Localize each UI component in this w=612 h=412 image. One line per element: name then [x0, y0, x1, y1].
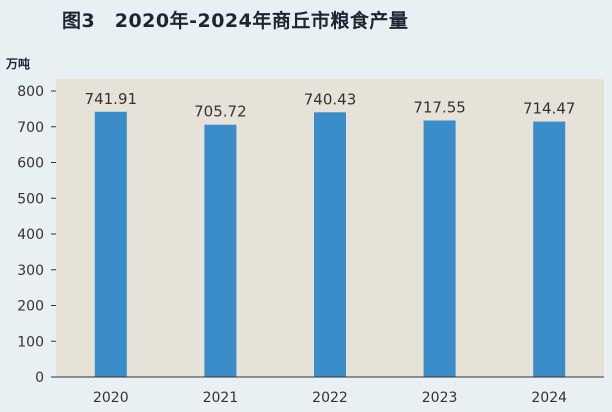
y-axis: 0 100 200 300 400 500 600 700 800 — [17, 84, 56, 386]
data-label-2021: 705.72 — [194, 103, 247, 121]
data-label-2020: 741.91 — [85, 90, 138, 108]
y-tick-label: 700 — [17, 120, 44, 136]
bar-2021 — [204, 124, 237, 377]
y-tick-label: 100 — [17, 334, 44, 350]
y-tick-label: 600 — [17, 156, 44, 172]
x-tick-label: 2024 — [531, 390, 567, 406]
data-label-2024: 714.47 — [523, 100, 576, 118]
data-label-2022: 740.43 — [304, 90, 357, 108]
x-tick-label: 2020 — [93, 390, 129, 406]
y-tick-label: 500 — [17, 191, 44, 207]
chart-title: 图3 2020年-2024年商丘市粮食产量 — [62, 10, 409, 32]
bar-2023 — [423, 120, 456, 377]
bar-2022 — [314, 112, 346, 378]
y-tick-label: 800 — [17, 84, 44, 100]
x-tick-label: 2021 — [203, 390, 239, 406]
y-tick-label: 400 — [17, 227, 44, 243]
data-labels: 741.91 705.72 740.43 717.55 714.47 — [85, 90, 576, 121]
y-tick-label: 0 — [35, 370, 44, 386]
bar-2020 — [94, 111, 127, 377]
x-axis: 2020 2021 2022 2023 2024 — [93, 390, 567, 406]
y-tick-label: 300 — [17, 263, 44, 279]
x-tick-label: 2023 — [422, 390, 458, 406]
bars — [94, 111, 566, 378]
y-axis-unit-label: 万吨 — [6, 57, 31, 71]
x-tick-label: 2022 — [312, 390, 348, 406]
y-tick-label: 200 — [17, 299, 44, 315]
bar-2024 — [533, 121, 566, 378]
data-label-2023: 717.55 — [413, 98, 466, 116]
